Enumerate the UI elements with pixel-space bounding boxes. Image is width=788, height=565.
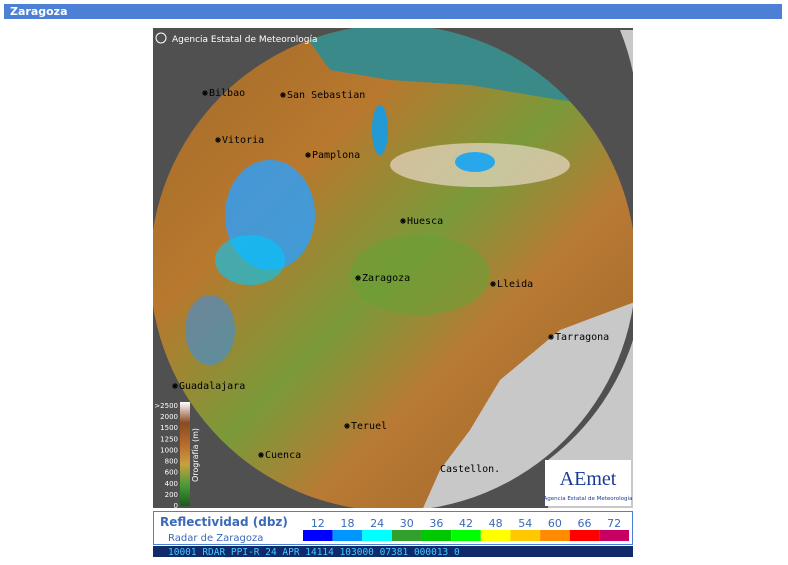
credit: Agencia Estatal de Meteorología (172, 35, 318, 45)
level-swatch (451, 530, 481, 541)
city-label: Teruel (351, 421, 387, 432)
city-label: Vitoria (222, 135, 264, 146)
credit-icon (155, 32, 167, 44)
level-label: 54 (518, 517, 532, 530)
city-label: Pamplona (312, 150, 360, 161)
city-marker (258, 452, 264, 458)
level-swatch (421, 530, 452, 541)
status-text: 10001 RDAR_PPI-R 24 APR 14114 103000 073… (168, 547, 460, 558)
city-label: Bilbao (209, 88, 245, 99)
level-label: 48 (489, 517, 503, 530)
level-swatch (362, 530, 392, 541)
orography-tick: 1250 (160, 435, 178, 443)
city-marker (202, 90, 208, 96)
level-label: 60 (548, 517, 562, 530)
orography-tick: >2500 (154, 402, 178, 410)
echo (372, 105, 388, 155)
level-swatch (480, 530, 511, 541)
legend-subtitle: Radar de Zaragoza (168, 533, 263, 544)
city-marker (305, 152, 311, 158)
level-label: 24 (370, 517, 384, 530)
city-marker (280, 92, 286, 98)
level-swatch (332, 530, 363, 541)
level-swatch (510, 530, 541, 541)
city-label: Cuenca (265, 450, 301, 461)
logo-subtitle: Agencia Estatal de Meteorología (544, 495, 633, 502)
city-marker (172, 383, 178, 389)
orography-tick: 200 (165, 491, 178, 499)
header-title: Zaragoza (4, 4, 782, 19)
legend-title: Reflectividad (dbz) (160, 515, 288, 529)
level-swatch (391, 530, 422, 541)
level-label: 42 (459, 517, 473, 530)
city-label: Tarragona (555, 332, 609, 343)
orography-tick: 400 (165, 480, 178, 488)
city-marker (400, 218, 406, 224)
city-label: Castellon. (440, 464, 500, 475)
city-label: Lleida (497, 279, 533, 290)
orography-tick: 800 (165, 458, 178, 466)
city-marker (490, 281, 496, 287)
level-swatch (599, 530, 629, 541)
city-label: San Sebastian (287, 90, 365, 101)
level-swatch (540, 530, 570, 541)
city-marker (355, 275, 361, 281)
sea-outside (620, 30, 633, 74)
city-label: Guadalajara (179, 381, 245, 392)
level-label: 30 (400, 517, 414, 530)
echo (215, 235, 285, 285)
level-label: 12 (311, 517, 325, 530)
orography-tick: 1000 (160, 446, 178, 454)
city-marker (215, 137, 221, 143)
orography-tick: 2000 (160, 413, 178, 421)
level-swatch (569, 530, 600, 541)
city-label: Zaragoza (362, 273, 410, 284)
orography-label: Orografía (m) (191, 428, 200, 482)
orography-tick: 0 (174, 502, 178, 510)
status-bar (153, 546, 633, 557)
level-label: 36 (429, 517, 443, 530)
orography-tick: 1500 (160, 424, 178, 432)
city-label: Huesca (407, 216, 443, 227)
city-marker (548, 334, 554, 340)
level-label: 66 (578, 517, 592, 530)
echo (455, 152, 495, 172)
logo: AEmet (560, 468, 617, 490)
orography-tick: 600 (165, 469, 178, 477)
orography-bar (180, 402, 190, 506)
echo (185, 295, 235, 365)
level-swatch (303, 530, 333, 541)
city-marker (344, 423, 350, 429)
level-label: 72 (607, 517, 621, 530)
logo-box (545, 460, 631, 506)
map: Agencia Estatal de Meteorología Bilbao Sa… (153, 28, 633, 510)
level-label: 18 (340, 517, 354, 530)
ebro-valley (350, 235, 490, 315)
